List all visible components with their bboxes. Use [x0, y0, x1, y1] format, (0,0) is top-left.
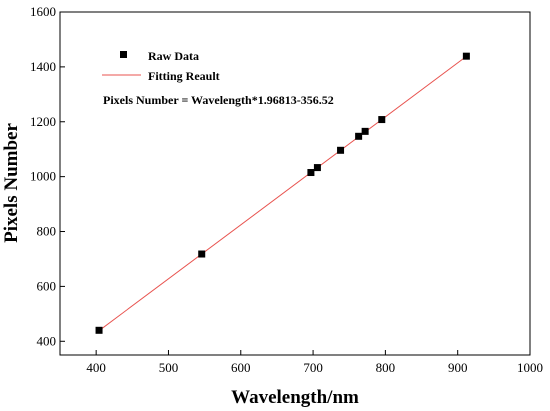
x-tick-label: 900: [448, 360, 468, 375]
x-tick-label: 800: [376, 360, 396, 375]
x-tick-label: 600: [231, 360, 251, 375]
legend: Raw Data Fitting Reault: [102, 49, 220, 83]
y-axis-title: Pixels Number: [1, 123, 22, 243]
plot-frame: [59, 11, 531, 356]
data-points-layer: [95, 52, 470, 334]
y-tick-label: 1400: [30, 59, 56, 74]
raw-data-point: [337, 146, 345, 154]
raw-data-point: [378, 116, 386, 124]
x-tick-label: 500: [159, 360, 179, 375]
x-tick-label: 700: [303, 360, 323, 375]
raw-data-point: [95, 326, 103, 334]
raw-data-point: [307, 169, 315, 177]
raw-data-point: [198, 250, 206, 258]
raw-data-point: [355, 132, 363, 140]
fitting-result-line: [98, 55, 467, 332]
y-tick-label: 1000: [30, 169, 56, 184]
y-tick-label: 1200: [30, 114, 56, 129]
legend-label-fitting-result: Fitting Reault: [148, 69, 220, 83]
x-axis-ticks: 400 500 600 700 800 900 1000: [86, 350, 543, 375]
fit-equation-annotation: Pixels Number = Wavelength*1.96813-356.5…: [103, 93, 334, 107]
plot-area: [59, 11, 531, 356]
raw-data-point: [462, 52, 470, 60]
y-axis-ticks: 400 600 800 1000 1200 1400 1600: [30, 4, 65, 348]
legend-label-raw-data: Raw Data: [148, 49, 199, 63]
x-tick-label: 400: [86, 360, 106, 375]
y-tick-label: 400: [37, 333, 57, 348]
raw-data-point: [313, 164, 321, 172]
x-tick-label: 1000: [517, 360, 543, 375]
x-axis-title: Wavelength/nm: [231, 387, 359, 408]
y-tick-label: 600: [37, 278, 57, 293]
raw-data-point: [361, 127, 369, 135]
legend-marker-raw-data: [120, 51, 127, 58]
y-tick-label: 800: [37, 224, 57, 239]
y-tick-label: 1600: [30, 4, 56, 19]
fit-line-layer: [98, 55, 467, 332]
